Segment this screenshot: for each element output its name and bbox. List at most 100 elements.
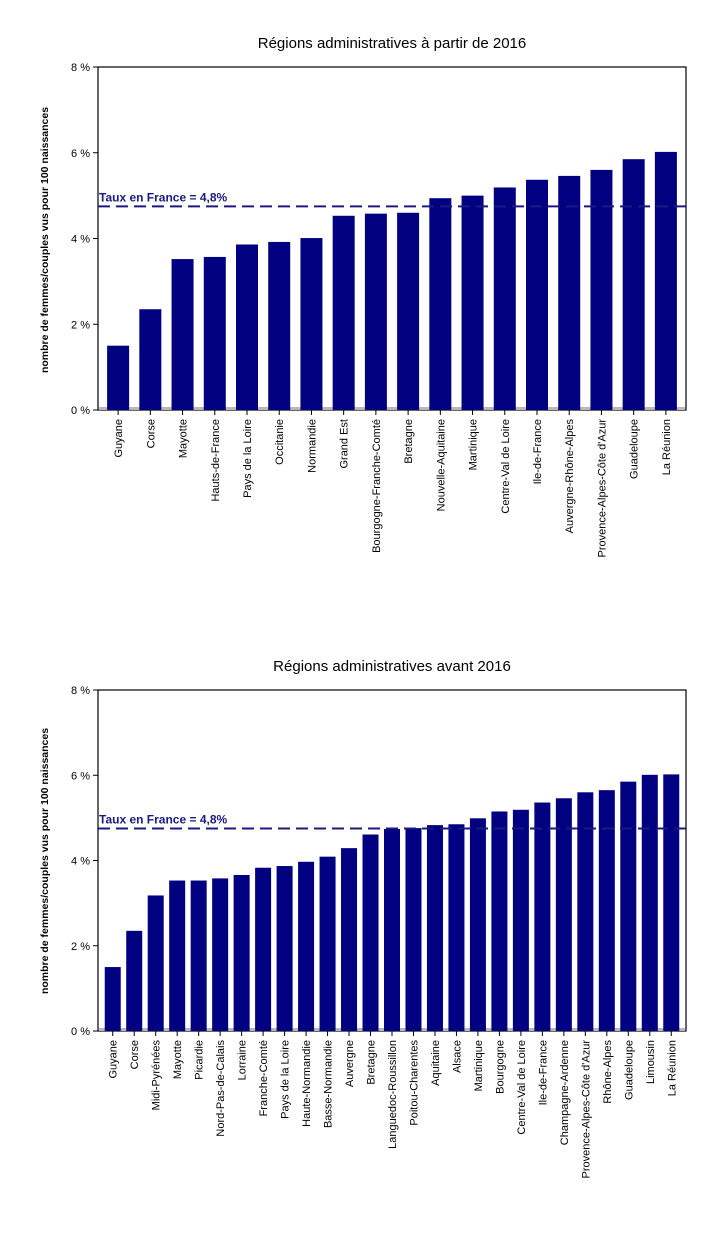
bar-1 xyxy=(126,930,143,1031)
category-label: Basse-Normandie xyxy=(323,1040,335,1128)
bar-2 xyxy=(147,895,164,1031)
bar-10 xyxy=(429,198,452,410)
y-tick-label: 4 % xyxy=(71,856,90,868)
bar-6 xyxy=(300,238,323,410)
y-tick-label: 4 % xyxy=(71,234,90,246)
y-tick-label: 6 % xyxy=(71,770,90,782)
y-tick-label: 0 % xyxy=(71,405,90,417)
category-label: Picardie xyxy=(194,1040,206,1080)
bar-20 xyxy=(534,802,551,1031)
category-label: Limousin xyxy=(645,1040,657,1084)
y-tick-label: 8 % xyxy=(71,62,90,74)
category-label: Ile-de-France xyxy=(537,1040,549,1105)
category-label: Provence-Alpes-Côte d'Azur xyxy=(580,1040,592,1179)
category-label: Auvergne-Rhône-Alpes xyxy=(564,419,576,534)
category-label: Franche-Comté xyxy=(258,1040,270,1116)
y-tick-label: 0 % xyxy=(71,1026,90,1038)
bar-14 xyxy=(558,175,581,410)
bar-14 xyxy=(405,828,422,1031)
category-label: Martinique xyxy=(473,1040,485,1091)
bar-13 xyxy=(526,179,548,410)
category-label: Corse xyxy=(145,419,157,448)
bar-21 xyxy=(555,798,572,1031)
bar-7 xyxy=(332,215,355,410)
category-label: Aquitaine xyxy=(430,1040,442,1086)
reference-line-label: Taux en France = 4,8% xyxy=(99,190,227,204)
bar-7 xyxy=(255,867,272,1031)
bar-4 xyxy=(236,244,258,410)
bar-13 xyxy=(384,828,400,1031)
chart-title: Régions administratives à partir de 2016 xyxy=(258,35,526,52)
bar-17 xyxy=(469,818,486,1031)
category-label: Grand Est xyxy=(339,419,351,469)
category-label: Hauts-de-France xyxy=(210,419,222,502)
category-label: Rhône-Alpes xyxy=(602,1040,614,1104)
bar-19 xyxy=(512,809,529,1031)
category-label: Champagne-Ardenne xyxy=(559,1040,571,1145)
category-label: Nord-Pas-de-Calais xyxy=(215,1040,227,1137)
bar-1 xyxy=(139,309,162,410)
category-label: Guyane xyxy=(108,1040,120,1079)
bar-0 xyxy=(104,967,121,1031)
category-label: Poitou-Charentes xyxy=(408,1040,420,1126)
bar-11 xyxy=(461,195,484,410)
category-label: Mayotte xyxy=(178,419,190,458)
bar-12 xyxy=(493,187,516,410)
bar-4 xyxy=(190,880,207,1031)
bar-2 xyxy=(171,259,194,410)
bar-5 xyxy=(268,241,291,410)
y-tick-label: 6 % xyxy=(71,148,90,160)
bar-8 xyxy=(364,213,387,410)
chart-regions-from-2016: Régions administratives à partir de 2016… xyxy=(39,35,687,558)
bar-3 xyxy=(169,880,186,1031)
category-label: Pays de la Loire xyxy=(242,419,254,498)
bar-23 xyxy=(598,790,615,1031)
bar-6 xyxy=(233,874,250,1031)
category-label: Pays de la Loire xyxy=(280,1040,292,1119)
category-label: Bretagne xyxy=(366,1040,378,1085)
category-label: Normandie xyxy=(306,419,318,473)
bar-10 xyxy=(319,856,336,1031)
category-label: Provence-Alpes-Côte d'Azur xyxy=(596,419,608,558)
category-label: Auvergne xyxy=(344,1040,356,1087)
bar-3 xyxy=(203,256,226,410)
category-label: Occitanie xyxy=(274,419,286,465)
reference-line-label: Taux en France = 4,8% xyxy=(99,813,227,827)
category-label: Guadeloupe xyxy=(623,1040,635,1100)
category-label: Ile-de-France xyxy=(532,419,544,484)
category-label: Lorraine xyxy=(237,1040,249,1080)
bar-25 xyxy=(641,774,658,1031)
bar-12 xyxy=(362,834,379,1031)
chart-regions-before-2016: Régions administratives avant 2016 nombre… xyxy=(39,658,687,1179)
category-label: Languedoc-Roussillon xyxy=(387,1040,399,1149)
category-label: Midi-Pyrénées xyxy=(151,1040,163,1111)
bar-15 xyxy=(426,825,443,1031)
baseline-band xyxy=(99,407,685,410)
bar-8 xyxy=(276,866,293,1031)
bar-9 xyxy=(397,212,420,410)
category-label: Bretagne xyxy=(403,419,415,464)
bar-18 xyxy=(491,811,508,1031)
bar-0 xyxy=(107,345,130,410)
y-axis-label: nombre de femmes/couples vus pour 100 na… xyxy=(39,728,51,994)
y-tick-label: 2 % xyxy=(71,941,90,953)
category-label: Mayotte xyxy=(172,1040,184,1079)
category-label: Nouvelle-Aquitaine xyxy=(435,419,447,511)
category-label: Guyane xyxy=(113,419,125,458)
bar-5 xyxy=(212,878,229,1031)
category-label: Martinique xyxy=(468,419,480,470)
bar-9 xyxy=(298,861,315,1031)
category-label: Guadeloupe xyxy=(629,419,641,479)
bar-24 xyxy=(620,781,637,1031)
y-axis-label: nombre de femmes/couples vus pour 100 na… xyxy=(39,107,51,373)
category-label: Corse xyxy=(129,1040,141,1069)
y-tick-label: 8 % xyxy=(71,685,90,697)
category-label: Bourgogne-Franche-Comté xyxy=(371,419,383,553)
bar-15 xyxy=(590,169,613,410)
category-label: La Réunion xyxy=(666,1040,678,1096)
y-tick-label: 2 % xyxy=(71,319,90,331)
bar-16 xyxy=(622,159,645,410)
chart-title: Régions administratives avant 2016 xyxy=(273,658,511,675)
bar-26 xyxy=(663,774,680,1031)
category-label: Centre-Val de Loire xyxy=(516,1040,528,1135)
